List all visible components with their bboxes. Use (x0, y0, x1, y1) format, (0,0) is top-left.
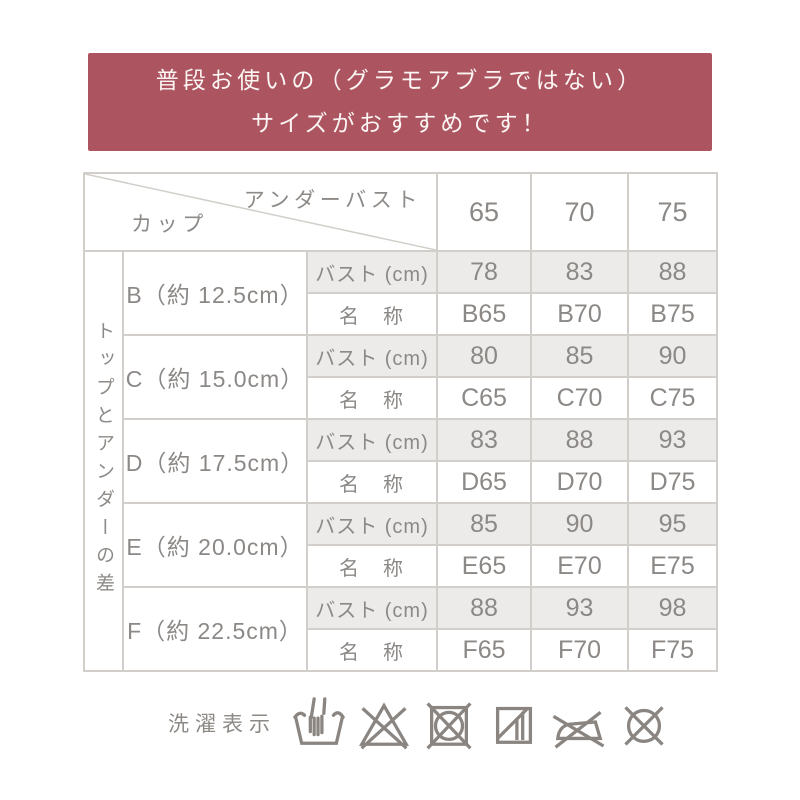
size-name: C75 (627, 376, 718, 420)
table-row: 名 称 D65 D70 D75 (84, 460, 718, 504)
size-name: E75 (627, 544, 718, 588)
do-not-dry-clean-icon (624, 706, 664, 746)
name-row-label: 名 称 (306, 460, 438, 504)
recommendation-banner: 普段お使いの（グラモアブラではない） サイズがおすすめです！ (88, 53, 712, 151)
size-name: B70 (530, 292, 629, 336)
side-label-cell: トップとアンダーの差 (83, 250, 124, 672)
size-name: C65 (436, 376, 532, 420)
cup-label-C: C（約 15.0cm） (122, 334, 308, 420)
bust-value: 88 (530, 418, 629, 462)
bust-value: 88 (627, 250, 718, 294)
name-row-label: 名 称 (306, 376, 438, 420)
table-row: D（約 17.5cm） バスト (cm) 83 88 93 (84, 418, 718, 504)
laundry-care-label: 洗濯表示 (168, 713, 276, 736)
size-name: F65 (436, 628, 532, 672)
table-row: E（約 20.0cm） バスト (cm) 85 90 95 (84, 502, 718, 588)
hand-wash-icon (293, 697, 345, 745)
size-name: F70 (530, 628, 629, 672)
cup-label-D: D（約 17.5cm） (122, 418, 308, 504)
underbust-column-75: 75 (627, 172, 718, 252)
banner-line-2: サイズがおすすめです！ (251, 110, 549, 136)
bust-row-label: バスト (cm) (306, 250, 438, 294)
table-corner-cell: アンダーバスト カップ (83, 172, 438, 252)
size-name: D70 (530, 460, 629, 504)
bust-value: 80 (436, 334, 532, 378)
size-name: B65 (436, 292, 532, 336)
bust-value: 93 (530, 586, 629, 630)
name-row-label: 名 称 (306, 544, 438, 588)
laundry-icons (292, 694, 671, 752)
size-name: F75 (627, 628, 718, 672)
size-name: E70 (530, 544, 629, 588)
size-name: D65 (436, 460, 532, 504)
bust-value: 98 (627, 586, 718, 630)
cup-label-B: B（約 12.5cm） (122, 250, 308, 336)
underbust-column-70: 70 (530, 172, 629, 252)
table-row: 名 称 F65 F70 F75 (84, 628, 718, 672)
cup-label-E: E（約 20.0cm） (122, 502, 308, 588)
underbust-axis-label: アンダーバスト (243, 189, 422, 212)
bust-value: 93 (627, 418, 718, 462)
bust-value: 78 (436, 250, 532, 294)
bust-value: 83 (530, 250, 629, 294)
size-name: C70 (530, 376, 629, 420)
bust-row-label: バスト (cm) (306, 334, 438, 378)
bust-row-label: バスト (cm) (306, 418, 438, 462)
table-row: F（約 22.5cm） バスト (cm) 88 93 98 (84, 586, 718, 672)
bust-value: 90 (627, 334, 718, 378)
bra-size-table: アンダーバスト カップ 65 70 75 トップとアンダーの差 B（約 12.5… (83, 172, 718, 672)
diagonal-divider (85, 174, 436, 250)
size-name: B75 (627, 292, 718, 336)
bust-row-label: バスト (cm) (306, 586, 438, 630)
do-not-iron-icon (552, 711, 605, 749)
underbust-column-65: 65 (436, 172, 532, 252)
table-header-row: アンダーバスト カップ 65 70 75 (83, 172, 718, 252)
bust-value: 95 (627, 502, 718, 546)
bust-value: 83 (436, 418, 532, 462)
bust-row-label: バスト (cm) (306, 502, 438, 546)
size-name: D75 (627, 460, 718, 504)
bust-value: 88 (436, 586, 532, 630)
do-not-bleach-icon (358, 702, 410, 750)
do-not-tumble-dry-icon (426, 702, 472, 750)
name-row-label: 名 称 (306, 628, 438, 672)
bust-value: 85 (530, 334, 629, 378)
top-under-difference-label: トップとアンダーの差 (93, 321, 114, 601)
size-name: E65 (436, 544, 532, 588)
table-row: C（約 15.0cm） バスト (cm) 80 85 90 (84, 334, 718, 420)
table-row: 名 称 B65 B70 B75 (84, 292, 718, 336)
line-dry-in-shade-icon (495, 706, 533, 744)
cup-label-F: F（約 22.5cm） (122, 586, 308, 672)
name-row-label: 名 称 (306, 292, 438, 336)
laundry-care-section: 洗濯表示 (168, 694, 671, 752)
bust-value: 85 (436, 502, 532, 546)
banner-line-1: 普段お使いの（グラモアブラではない） (155, 67, 645, 94)
table-row: 名 称 C65 C70 C75 (84, 376, 718, 420)
cup-axis-label: カップ (131, 213, 208, 236)
table-row: トップとアンダーの差 B（約 12.5cm） バスト (cm) 78 83 88 (83, 250, 718, 672)
table-row: 名 称 E65 E70 E75 (84, 544, 718, 588)
bust-value: 90 (530, 502, 629, 546)
